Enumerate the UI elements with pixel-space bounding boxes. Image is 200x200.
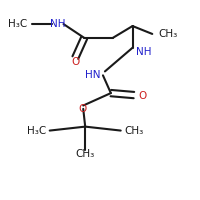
Text: CH₃: CH₃ (125, 126, 144, 136)
Text: O: O (138, 91, 147, 101)
Text: NH: NH (50, 19, 65, 29)
Text: CH₃: CH₃ (158, 29, 177, 39)
Text: O: O (78, 104, 86, 114)
Text: H₃C: H₃C (8, 19, 27, 29)
Text: CH₃: CH₃ (76, 149, 95, 159)
Text: H₃C: H₃C (27, 126, 46, 136)
Text: HN: HN (85, 70, 101, 80)
Text: NH: NH (136, 47, 152, 57)
Text: O: O (71, 57, 79, 67)
